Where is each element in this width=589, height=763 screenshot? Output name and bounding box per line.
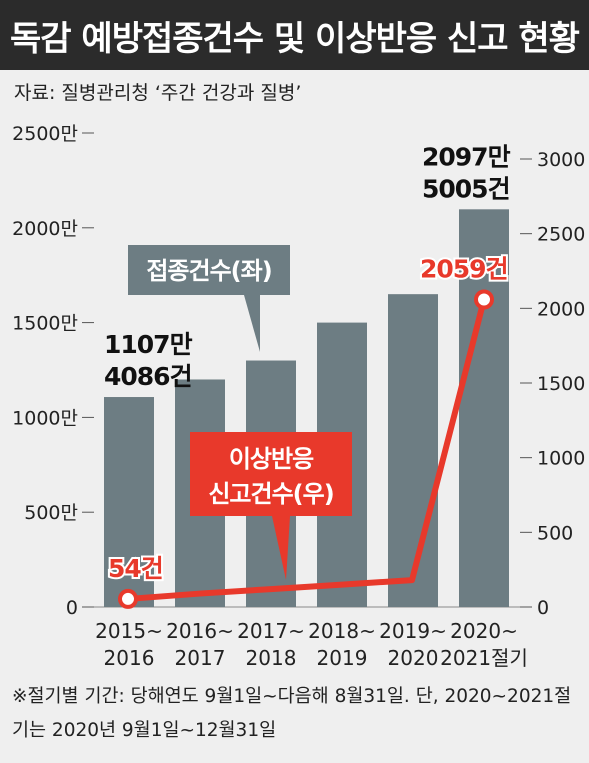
last-bar-value-label: 2097만 [422, 142, 511, 171]
right-tick-label: 0 [537, 597, 549, 619]
first-bar-value-label: 1107만 [104, 330, 193, 359]
combo-chart: 0 500만 1000만 1500만 2000만 2500만 0 500 1000 1500 200… [12, 123, 585, 670]
x-tick-label: 2017 [175, 646, 226, 670]
bar [104, 397, 154, 607]
x-tick-label: 2018~ [308, 619, 376, 643]
left-tick-label: 1000만 [12, 407, 78, 429]
line-point [118, 588, 138, 609]
footnote: ※절기별 기간: 당해연도 9월1일~다음해 8월31일. 단, 2020~20… [12, 686, 572, 741]
right-tick-label: 1500 [537, 373, 585, 395]
last-point-label: 2059건 [420, 255, 508, 284]
x-tick-label: 2018 [246, 646, 297, 670]
first-bar-value-label: 4086건 [104, 362, 192, 391]
x-tick-label: 2019 [317, 646, 368, 670]
bar [459, 209, 509, 607]
bar-legend-label: 접종건수(좌) [146, 257, 271, 285]
left-tick-label: 0 [66, 597, 78, 619]
bar-legend-callout [128, 245, 290, 295]
line-legend-label: 이상반응 [229, 445, 314, 473]
chart-title: 독감 예방접종건수 및 이상반응 신고 현황 [0, 0, 589, 70]
x-tick-label: 2019~ [379, 619, 447, 643]
left-tick-label: 2500만 [12, 123, 78, 145]
left-tick-label: 1500만 [12, 313, 78, 335]
x-tick-label: 2017~ [237, 619, 305, 643]
line-legend-callout [190, 432, 352, 516]
line-series [127, 298, 487, 602]
left-tick-label: 500만 [24, 502, 78, 524]
right-tick-label: 3000 [537, 149, 585, 171]
left-tick-label: 2000만 [12, 218, 78, 240]
line-legend-label: 신고건수(우) [208, 480, 333, 508]
x-tick-label: 2020 [388, 646, 439, 670]
x-tick-label: 2021절기 [440, 646, 528, 670]
x-tick-label: 2016 [104, 646, 155, 670]
x-tick-label: 2016~ [166, 619, 234, 643]
right-tick-label: 2500 [537, 224, 585, 246]
first-point-label: 54건 [108, 554, 163, 583]
last-bar-value-label: 5005건 [422, 174, 510, 203]
x-tick-label: 2015~ [95, 619, 163, 643]
right-tick-label: 1000 [537, 448, 585, 470]
source-note: 자료: 질병관리청 ‘주간 건강과 질병’ [14, 82, 302, 104]
bar-legend-callout-pointer [244, 295, 260, 352]
x-tick-label: 2020~ [450, 619, 518, 643]
bar [388, 294, 438, 607]
line-point [474, 289, 494, 310]
line-legend-callout-pointer [272, 516, 290, 580]
right-tick-label: 2000 [537, 298, 585, 320]
right-tick-label: 500 [537, 522, 573, 544]
